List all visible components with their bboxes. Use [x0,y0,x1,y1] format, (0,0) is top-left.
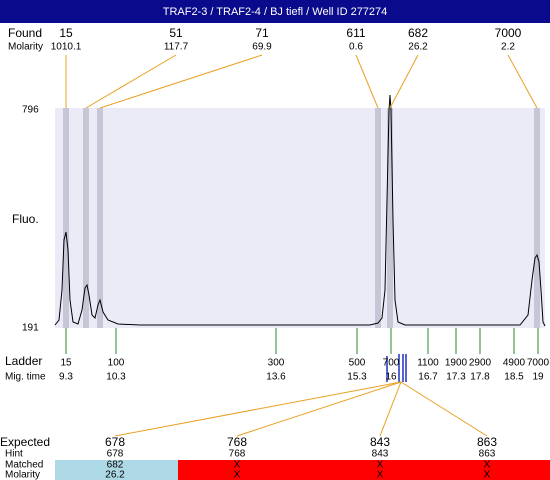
ladder-size: 2900 [469,358,492,369]
ladder-size: 500 [349,358,366,369]
header-title: TRAF2-3 / TRAF2-4 / BJ tiefl / Well ID 2… [163,6,388,18]
expected-molarity-label: Molarity [5,470,40,480]
expected-size: 863 [477,435,497,449]
expected-connector [236,381,402,437]
ladder-size: 7000 [527,358,550,369]
ladder-size: 1900 [445,358,468,369]
hint-size: 863 [479,449,496,460]
ladder-time: 17.8 [470,372,490,383]
ladder-size: 1100 [417,358,439,369]
ladder-time: 18.5 [504,372,524,383]
expected-size: 768 [227,435,247,449]
ladder-size: 4900 [503,358,526,369]
matched-molarity: 26.2 [105,470,125,480]
y-top: 796 [22,105,39,116]
ladder-time: 9.3 [59,372,73,383]
peak-size: 7000 [495,26,522,40]
matched-molarity: X [484,470,491,480]
y-bottom: 191 [22,323,39,334]
ladder-time: 16.7 [418,372,438,383]
hint-label: Hint [5,449,23,460]
peak-connector [99,54,263,109]
mig-time-label: Mig. time [5,372,46,383]
peak-band [63,108,69,328]
peak-band [97,108,103,328]
matched-label: Matched [5,460,43,471]
hint-size: 843 [372,449,389,460]
peak-band [534,108,540,328]
peak-size: 15 [59,26,73,40]
peak-size: 611 [346,26,365,40]
matched-size: 682 [107,460,124,471]
expected-size: 843 [370,435,390,449]
expected-connector [379,381,402,437]
ladder-size: 15 [60,358,72,369]
peak-molarity: 26.2 [408,42,428,53]
peak-band [83,108,89,328]
peak-molarity: 117.7 [164,42,189,53]
ladder-time: 10.3 [106,372,126,383]
peak-molarity: 0.6 [349,42,363,53]
ladder-time: 19 [532,372,544,383]
peak-connector [389,54,419,109]
peak-molarity: 69.9 [252,42,272,53]
peak-size: 71 [255,26,269,40]
matched-size: X [377,460,384,471]
marker-lines [386,354,407,382]
y-label: Fluo. [12,212,39,226]
matched-ok [55,460,178,480]
peak-size: 51 [169,26,183,40]
ladder-time: 16 [385,372,397,383]
molarity-label: Molarity [8,42,43,53]
peak-connector [507,54,538,109]
header-bar [0,0,550,23]
expected-connector [400,381,488,437]
matched-size: X [484,460,491,471]
expected-size: 678 [105,435,125,449]
ladder-size: 300 [268,358,285,369]
found-label: Found [8,26,42,40]
peak-molarity: 2.2 [501,42,515,53]
ladder-label: Ladder [5,354,42,368]
peak-size: 682 [408,26,428,40]
ladder-size: 100 [108,358,125,369]
expected-connector [114,381,402,437]
matched-molarity: X [234,470,241,480]
matched-molarity: X [377,470,384,480]
hint-size: 678 [107,449,124,460]
expected-label: Expected [0,435,50,449]
peak-band [375,108,381,328]
peak-band [387,108,393,328]
trace [54,94,546,327]
ladder-size: 700 [383,358,400,369]
hint-size: 768 [229,449,246,460]
ladder-time: 17.3 [446,372,466,383]
matched-size: X [234,460,241,471]
plot-area [55,108,545,328]
matched-missing [178,460,550,480]
peak-molarity: 1010.1 [51,42,82,53]
peak-connector [85,54,177,109]
peak-connector [355,54,379,109]
ladder-time: 13.6 [266,372,286,383]
ladder-time: 15.3 [347,372,367,383]
